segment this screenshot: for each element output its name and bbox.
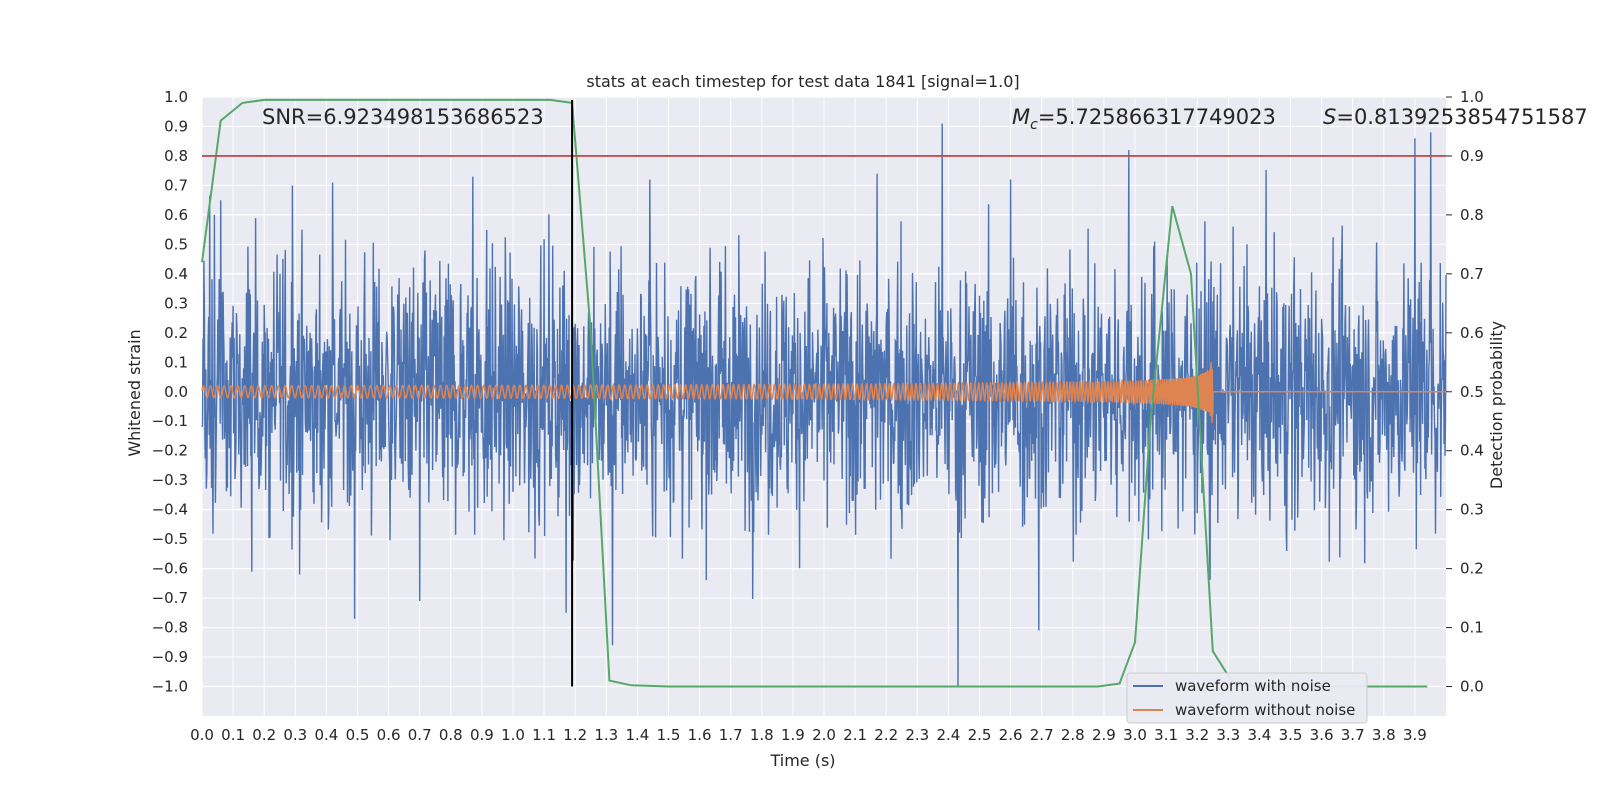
chirp-mass-subscript: c: [1030, 117, 1038, 133]
x-tick-label: 1.6: [688, 726, 712, 744]
x-tick-label: 0.0: [190, 726, 214, 744]
y2-tick-label: 1.0: [1460, 88, 1484, 106]
legend-label-clean: waveform without noise: [1175, 701, 1355, 719]
waveform-without-noise-line: [201, 361, 1446, 424]
x-tick-label: 3.7: [1341, 726, 1365, 744]
y2-axis-ticks: 1.0 0.9 0.8 0.7 0.6 0.5 0.4 0.3 0.2 0.1 0.0: [1446, 88, 1484, 696]
y-tick-label: −0.1: [152, 412, 188, 430]
y2-tick-label: 0.5: [1460, 383, 1484, 401]
x-tick-label: 2.7: [1030, 726, 1054, 744]
x-tick-label: 2.8: [1061, 726, 1085, 744]
x-axis-label: Time (s): [769, 751, 835, 770]
y-tick-label: 1.0: [164, 88, 188, 106]
chirp-mass-symbol: M: [1012, 105, 1030, 129]
x-tick-label: 3.4: [1247, 726, 1271, 744]
x-axis-ticks: 0.0 0.1 0.2 0.3 0.4 0.5 0.6 0.7 0.8 0.9 1.0 1.1 1.2 1…: [190, 726, 1427, 744]
snr-annotation: SNR=6.923498153686523: [262, 105, 544, 129]
x-tick-label: 3.3: [1216, 726, 1240, 744]
y2-tick-label: 0.8: [1460, 206, 1484, 224]
s-annotation: S=0.8139253854751587: [1323, 105, 1588, 129]
x-tick-label: 0.5: [346, 726, 370, 744]
x-tick-label: 3.8: [1372, 726, 1396, 744]
x-tick-label: 2.2: [874, 726, 898, 744]
y-tick-label: −0.9: [152, 648, 188, 666]
x-tick-label: 2.0: [812, 726, 836, 744]
legend-label-noise: waveform with noise: [1175, 677, 1331, 695]
y2-tick-label: 0.2: [1460, 560, 1484, 578]
x-tick-label: 0.9: [470, 726, 494, 744]
detection-probability-line: [201, 98, 1428, 688]
x-tick-label: 3.1: [1154, 726, 1178, 744]
x-tick-label: 1.3: [594, 726, 618, 744]
s-value: =0.8139253854751587: [1336, 105, 1587, 129]
legend-box: [1126, 672, 1368, 724]
x-tick-label: 1.7: [719, 726, 743, 744]
x-tick-label: 1.8: [750, 726, 774, 744]
y-tick-label: −0.5: [152, 530, 188, 548]
chirp-mass-value: =5.725866317749023: [1038, 105, 1276, 129]
y-tick-label: 0.2: [164, 324, 188, 342]
x-tick-label: 0.4: [314, 726, 338, 744]
series-detection-probability: [201, 98, 1428, 688]
y-tick-label: 0.3: [164, 294, 188, 312]
x-tick-label: 1.9: [781, 726, 805, 744]
x-tick-label: 2.5: [968, 726, 992, 744]
y-tick-label: 0.0: [164, 383, 188, 401]
y-tick-label: −0.8: [152, 619, 188, 637]
y2-tick-label: 0.9: [1460, 147, 1484, 165]
y2-tick-label: 0.1: [1460, 619, 1484, 637]
y-tick-label: 0.4: [164, 265, 188, 283]
y2-tick-label: 0.3: [1460, 501, 1484, 519]
y-tick-label: −0.4: [152, 501, 188, 519]
x-tick-label: 1.2: [563, 726, 587, 744]
y-tick-label: −0.6: [152, 560, 188, 578]
y-tick-label: −0.7: [152, 589, 188, 607]
x-tick-label: 3.0: [1123, 726, 1147, 744]
x-tick-label: 0.7: [408, 726, 432, 744]
x-tick-label: 1.0: [501, 726, 525, 744]
y-axis-ticks: 1.0 0.9 0.8 0.7 0.6 0.5 0.4 0.3 0.2 0.1 0.0 −0.1 −0.…: [152, 88, 188, 696]
overlay-lines: [202, 99, 1446, 687]
x-tick-label: 0.8: [439, 726, 463, 744]
y-tick-label: 0.7: [164, 176, 188, 194]
waveform-with-noise-line: [201, 123, 1447, 687]
series-waveform-with-noise: [201, 123, 1447, 687]
x-tick-label: 3.5: [1279, 726, 1303, 744]
x-tick-label: 0.3: [283, 726, 307, 744]
x-tick-label: 3.6: [1310, 726, 1334, 744]
legend: waveform with noise waveform without noi…: [1126, 672, 1368, 724]
y-tick-label: 0.8: [164, 147, 188, 165]
x-tick-label: 3.9: [1403, 726, 1427, 744]
y-tick-label: 0.9: [164, 117, 188, 135]
x-tick-label: 1.5: [657, 726, 681, 744]
y-axis-label: Whitened strain: [125, 329, 144, 456]
x-tick-label: 0.6: [377, 726, 401, 744]
y-tick-label: 0.6: [164, 206, 188, 224]
y2-tick-label: 0.4: [1460, 442, 1484, 460]
x-tick-label: 0.1: [221, 726, 245, 744]
x-tick-label: 1.1: [532, 726, 556, 744]
series-waveform-without-noise: [201, 361, 1446, 424]
x-tick-label: 2.9: [1092, 726, 1116, 744]
y2-tick-label: 0.7: [1460, 265, 1484, 283]
y2-tick-label: 0.6: [1460, 324, 1484, 342]
y-tick-label: −1.0: [152, 678, 188, 696]
x-tick-label: 2.4: [936, 726, 960, 744]
y-tick-label: 0.5: [164, 235, 188, 253]
y2-tick-label: 0.0: [1460, 678, 1484, 696]
x-tick-label: 0.2: [252, 726, 276, 744]
x-tick-label: 3.2: [1185, 726, 1209, 744]
y2-axis-label: Detection probability: [1487, 321, 1506, 489]
chart-title: stats at each timestep for test data 184…: [586, 72, 1019, 91]
x-tick-label: 2.1: [843, 726, 867, 744]
s-symbol: S: [1323, 105, 1336, 129]
x-tick-label: 2.6: [999, 726, 1023, 744]
chirp-mass-annotation: Mc=5.725866317749023: [1012, 105, 1276, 133]
x-tick-label: 2.3: [905, 726, 929, 744]
x-tick-label: 1.4: [625, 726, 649, 744]
y-tick-label: −0.3: [152, 471, 188, 489]
y-tick-label: 0.1: [164, 353, 188, 371]
y-tick-label: −0.2: [152, 442, 188, 460]
